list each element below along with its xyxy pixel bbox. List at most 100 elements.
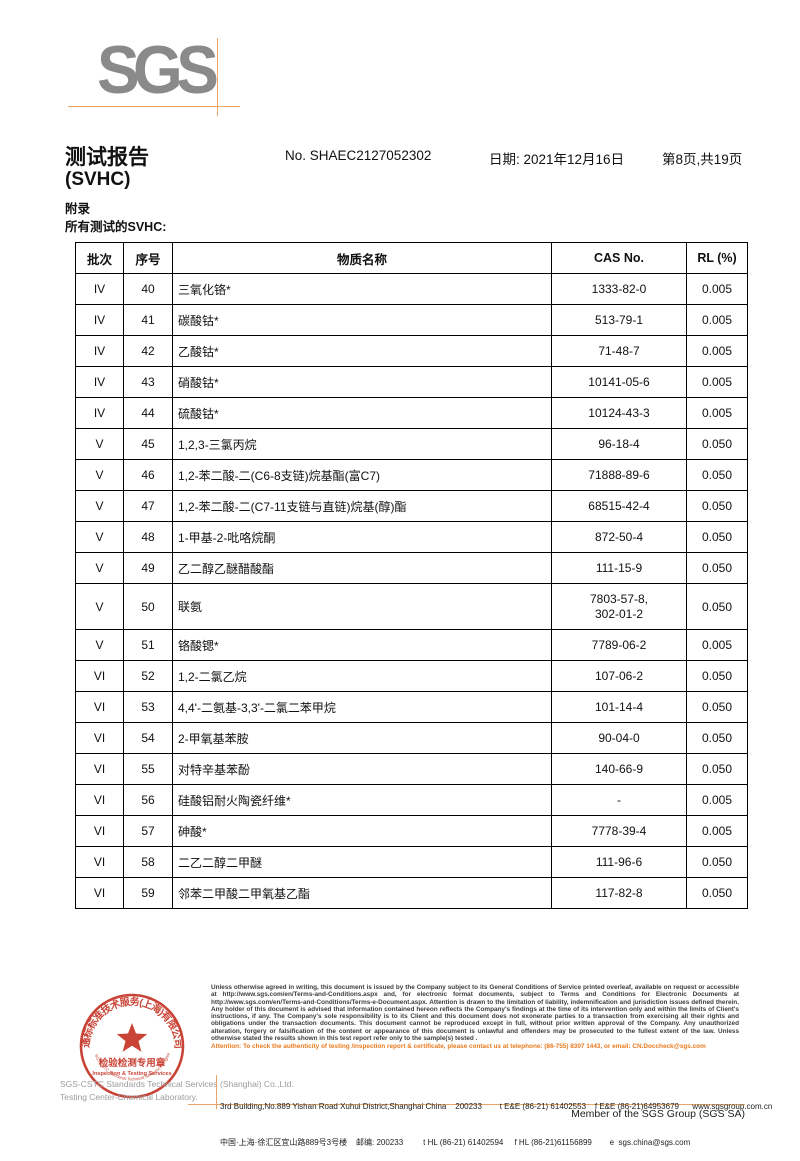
cell-rl: 0.005 [686,397,748,429]
cell-batch: V [75,552,124,584]
cell-name: 1-甲基-2-吡咯烷酮 [172,521,552,553]
table-row: IV 43 硝酸钴* 10141-05-6 0.005 [75,366,748,398]
cell-batch: VI [75,846,124,878]
report-date: 日期: 2021年12月16日 [489,152,625,167]
cell-no: 56 [123,784,173,816]
cell-cas: 101-14-4 [551,691,687,723]
address-line-en: 3rd Building,No.889 Yishan Road Xuhui Di… [220,1102,773,1111]
section-label: 所有测试的SVHC: [65,220,167,234]
cell-no: 58 [123,846,173,878]
table-row: IV 44 硫酸钴* 10124-43-3 0.005 [75,397,748,429]
cell-name: 4,4'-二氨基-3,3'-二氯二苯甲烷 [172,691,552,723]
cell-batch: VI [75,815,124,847]
cell-no: 59 [123,877,173,909]
cell-name: 三氧化铬* [172,273,552,305]
sgs-group-membership-note: Member of the SGS Group (SGS SA) [571,1108,745,1120]
cell-cas: 513-79-1 [551,304,687,336]
cell-cas: 872-50-4 [551,521,687,553]
table-row: V 46 1,2-苯二酸-二(C6-8支链)烷基酯(富C7) 71888-89-6 0.… [75,459,748,491]
cell-no: 47 [123,490,173,522]
appendix-label: 附录 [65,202,91,216]
cell-cas: - [551,784,687,816]
cell-batch: V [75,521,124,553]
table-row: VI 52 1,2-二氯乙烷 107-06-2 0.050 [75,660,748,692]
terms-and-conditions-block: Unless otherwise agreed in writing, this… [211,984,739,1051]
cell-rl: 0.005 [686,304,748,336]
cell-batch: IV [75,304,124,336]
cell-rl: 0.050 [686,490,748,522]
cell-batch: V [75,459,124,491]
cell-rl: 0.050 [686,459,748,491]
cell-rl: 0.050 [686,521,748,553]
cell-rl: 0.050 [686,660,748,692]
cell-cas: 10124-43-3 [551,397,687,429]
cell-cas: 71888-89-6 [551,459,687,491]
cell-batch: VI [75,877,124,909]
cell-no: 45 [123,428,173,460]
column-header-no: 序号 [123,242,173,274]
cell-rl: 0.050 [686,753,748,785]
cell-no: 41 [123,304,173,336]
cell-name: 硫酸钴* [172,397,552,429]
cell-name: 1,2-二氯乙烷 [172,660,552,692]
cell-cas: 111-96-6 [551,846,687,878]
cell-rl: 0.050 [686,722,748,754]
table-row: IV 41 碳酸钴* 513-79-1 0.005 [75,304,748,336]
column-header-cas: CAS No. [551,242,687,274]
cell-rl: 0.005 [686,629,748,661]
cell-rl: 0.050 [686,846,748,878]
table-row: V 48 1-甲基-2-吡咯烷酮 872-50-4 0.050 [75,521,748,553]
cell-name: 联氨 [172,583,552,630]
seal-inner-text: 检验检测专用章 [99,1057,166,1069]
column-header-substance: 物质名称 [172,242,552,274]
cell-cas: 1333-82-0 [551,273,687,305]
table-row: VI 53 4,4'-二氨基-3,3'-二氯二苯甲烷 101-14-4 0.050 [75,691,748,723]
cell-name: 乙二醇乙醚醋酸酯 [172,552,552,584]
cell-name: 2-甲氧基苯胺 [172,722,552,754]
cell-cas: 90-04-0 [551,722,687,754]
cell-no: 42 [123,335,173,367]
cell-rl: 0.050 [686,552,748,584]
cell-no: 40 [123,273,173,305]
table-header-row: 批次 序号 物质名称 CAS No. RL (%) [75,242,748,274]
cell-batch: V [75,629,124,661]
cell-rl: 0.005 [686,784,748,816]
table-row: VI 57 砷酸* 7778-39-4 0.005 [75,815,748,847]
cell-batch: VI [75,784,124,816]
red-star-icon [116,1023,148,1052]
table-row: IV 40 三氧化铬* 1333-82-0 0.005 [75,273,748,305]
cell-batch: IV [75,397,124,429]
cell-no: 43 [123,366,173,398]
cell-cas: 10141-05-6 [551,366,687,398]
cell-name: 1,2-苯二酸-二(C7-11支链与直链)烷基(醇)酯 [172,490,552,522]
cell-no: 55 [123,753,173,785]
cell-no: 54 [123,722,173,754]
cell-cas: 7789-06-2 [551,629,687,661]
seal-ring [79,993,185,1099]
cell-name: 1,2,3-三氯丙烷 [172,428,552,460]
table-row: V 51 铬酸锶* 7789-06-2 0.005 [75,629,748,661]
attention-notice: Attention: To check the authenticity of … [211,1043,706,1051]
cell-cas: 68515-42-4 [551,490,687,522]
cell-cas: 111-15-9 [551,552,687,584]
table-row: VI 59 邻苯二甲酸二甲氧基乙酯 117-82-8 0.050 [75,877,748,909]
table-row: VI 56 硅酸铝耐火陶瓷纤维* -0.005 [75,784,748,816]
table-row: VI 55 对特辛基苯酚 140-66-9 0.050 [75,753,748,785]
address-line-cn: 中国·上海·徐汇区宜山路889号3号楼 邮编: 200233 t HL (86-… [220,1138,691,1147]
cell-cas: 140-66-9 [551,753,687,785]
company-seal-stamp: 通标标准技术服务(上海)有限公司 检验检测专用章 Inspection & Te… [75,987,187,1101]
cell-batch: IV [75,335,124,367]
cell-rl: 0.050 [686,428,748,460]
table-row: V 49 乙二醇乙醚醋酸酯 111-15-9 0.050 [75,552,748,584]
cell-cas: 71-48-7 [551,335,687,367]
cell-batch: V [75,583,124,630]
logo-crosshair-vertical-line [217,38,218,116]
logo-crosshair-horizontal-line [68,106,240,107]
cell-batch: VI [75,660,124,692]
cell-cas: 117-82-8 [551,877,687,909]
cell-batch: VI [75,691,124,723]
table-row: VI 58 二乙二醇二甲醚 111-96-6 0.050 [75,846,748,878]
cell-name: 1,2-苯二酸-二(C6-8支链)烷基酯(富C7) [172,459,552,491]
terms-paragraph: Unless otherwise agreed in writing, this… [211,984,739,1043]
cell-name: 砷酸* [172,815,552,847]
